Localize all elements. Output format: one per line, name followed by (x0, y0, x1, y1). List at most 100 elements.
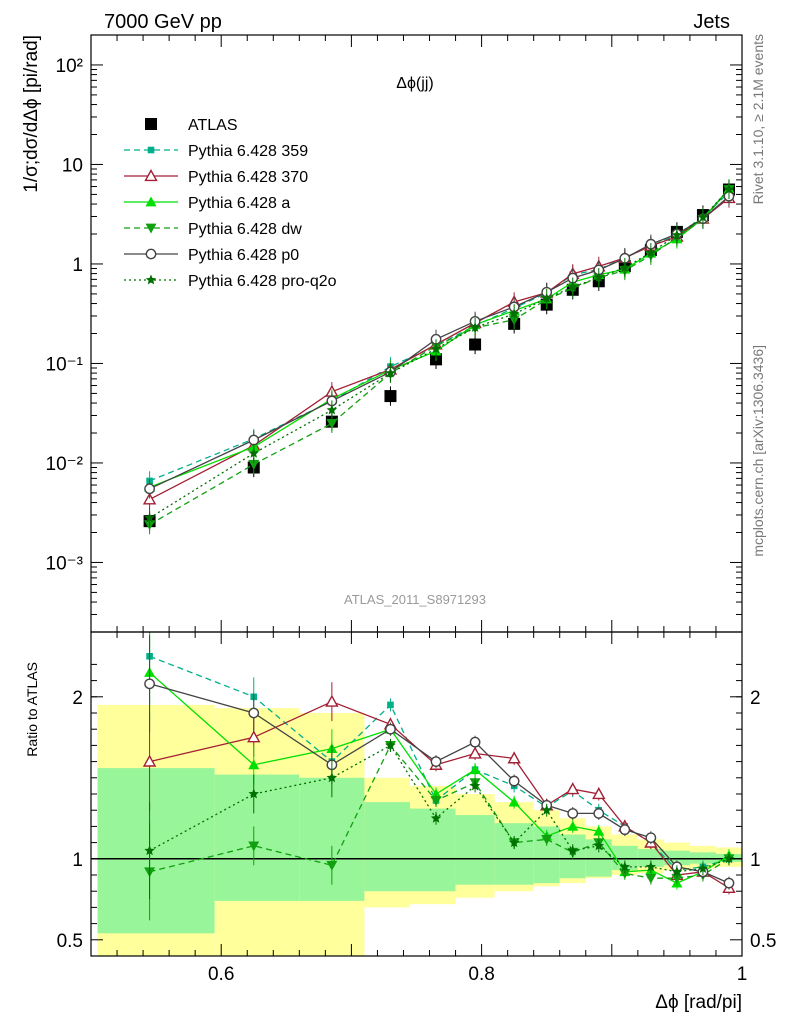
data-point (144, 483, 155, 495)
ratio-point (508, 796, 520, 807)
legend-item: ATLAS (145, 117, 238, 134)
ratio-point (326, 860, 338, 871)
legend-label: Pythia 6.428 359 (188, 143, 308, 160)
ratio-point (567, 820, 579, 831)
stat-uncertainty-band (409, 808, 456, 892)
stat-uncertainty-band (214, 774, 300, 901)
ratio-point (671, 873, 683, 884)
ratio-point (619, 824, 631, 836)
data-point (384, 390, 397, 403)
header-left-label: 7000 GeV pp (104, 11, 222, 33)
legend-label: Pythia 6.428 dw (188, 221, 302, 238)
legend-label: Pythia 6.428 a (188, 195, 290, 212)
ratio-point (567, 845, 578, 856)
ratio-x-tick-label: 1 (737, 964, 748, 985)
ratio-point (468, 746, 482, 759)
ratio-y-tick-label-right: 0.5 (750, 931, 776, 952)
rivet-version-label: Rivet 3.1.10, ≥ 2.1M events (750, 34, 766, 204)
mcplots-label: mcplots.cern.ch [arXiv:1306.3436] (750, 345, 766, 557)
data-point (142, 492, 157, 505)
ratio-point (645, 832, 657, 844)
legend-marker (145, 196, 157, 207)
ratio-point (248, 841, 260, 852)
legend-marker (145, 274, 157, 285)
ratio-point (593, 840, 604, 851)
ratio-point (592, 787, 606, 800)
data-point (248, 447, 259, 458)
ratio-point (326, 772, 338, 783)
legend-item: Pythia 6.428 pro-q2o (124, 273, 337, 290)
ratio-point (593, 808, 605, 819)
ratio-point (619, 868, 631, 879)
ratio-y-axis-label: Ratio to ATLAS (24, 662, 40, 757)
ratio-point (430, 812, 442, 823)
data-point (469, 338, 482, 351)
data-point (508, 308, 520, 319)
data-point (567, 281, 578, 292)
data-point (385, 367, 396, 378)
ratio-point (144, 678, 155, 690)
legend-marker (147, 146, 155, 154)
ratio-point (697, 863, 709, 873)
ratio-y-tick-label-right: 2 (750, 688, 761, 709)
legend-item: Pythia 6.428 p0 (124, 247, 299, 264)
legend-label: ATLAS (188, 117, 238, 134)
ratio-point (593, 825, 605, 836)
ratio-point (671, 866, 683, 877)
legend-marker (145, 118, 157, 130)
stat-uncertainty-band (455, 815, 495, 885)
ratio-point (142, 754, 157, 767)
stat-uncertainty-band (689, 852, 716, 864)
ratio-point (144, 845, 155, 856)
ratio-point (507, 751, 521, 764)
ratio-panel-series (142, 632, 736, 921)
data-point (248, 434, 260, 446)
data-point (541, 293, 552, 303)
ratio-point (723, 877, 735, 889)
main-panel-series (142, 179, 736, 535)
ratio-x-tick-label: 0.8 (468, 964, 494, 985)
data-point (469, 322, 481, 332)
stat-uncertainty-band (97, 768, 215, 934)
data-point (430, 343, 442, 354)
data-point (723, 184, 735, 194)
ratio-point (469, 764, 481, 775)
main-y-tick-label: 10⁻¹ (46, 354, 84, 375)
chart-title: Δϕ(jj) (396, 75, 433, 92)
watermark: ATLAS_2011_S8971293 (344, 592, 486, 607)
ratio-point (248, 707, 260, 719)
main-y-tick-label: 1 (72, 255, 83, 276)
ratio-point (248, 788, 259, 799)
ratio-point (723, 853, 735, 864)
legend-label: Pythia 6.428 pro-q2o (188, 273, 337, 290)
ratio-y-tick-label-right: 1 (750, 850, 761, 871)
legend-item: Pythia 6.428 dw (124, 221, 302, 238)
legend-item: Pythia 6.428 359 (124, 143, 308, 160)
data-point (697, 211, 709, 222)
legend-label: Pythia 6.428 370 (188, 169, 308, 186)
ratio-point (385, 723, 396, 735)
data-point (326, 404, 338, 415)
series-pythia-6-428-pro-q2o (144, 179, 735, 528)
main-y-tick-label: 10⁻³ (46, 553, 84, 574)
ratio-point (325, 694, 339, 707)
x-axis-label: Δϕ [rad/pi] (655, 992, 742, 1013)
ratio-line (149, 744, 730, 879)
main-y-axis-label: 1/σ;dσ/dΔϕ [pi/rad] (21, 35, 42, 193)
ratio-point (508, 775, 520, 787)
data-point (593, 272, 604, 282)
data-point (326, 418, 338, 429)
ratio-point (430, 756, 442, 767)
legend-marker (145, 248, 157, 260)
ratio-point (430, 796, 442, 806)
ratio-point (469, 780, 481, 791)
legend-label: Pythia 6.428 p0 (188, 247, 299, 264)
legend-item: Pythia 6.428 370 (124, 169, 308, 186)
ratio-point (619, 861, 631, 872)
series-line (149, 189, 730, 519)
ratio-y-tick-label: 0.5 (57, 931, 83, 952)
ratio-pythia-6-428-pro-q2o (144, 738, 735, 900)
data-point (645, 247, 657, 258)
